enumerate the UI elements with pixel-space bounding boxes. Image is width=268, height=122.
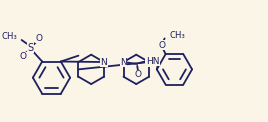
Text: S: S xyxy=(27,43,34,53)
Text: N: N xyxy=(120,58,127,66)
Text: O: O xyxy=(135,70,142,79)
Text: O: O xyxy=(36,34,43,43)
Text: O: O xyxy=(158,41,165,50)
Text: HN: HN xyxy=(146,56,160,66)
Text: N: N xyxy=(100,58,107,66)
Text: CH₃: CH₃ xyxy=(2,32,18,41)
Text: O: O xyxy=(19,52,26,61)
Text: N: N xyxy=(146,58,152,66)
Text: CH₃: CH₃ xyxy=(170,31,185,40)
